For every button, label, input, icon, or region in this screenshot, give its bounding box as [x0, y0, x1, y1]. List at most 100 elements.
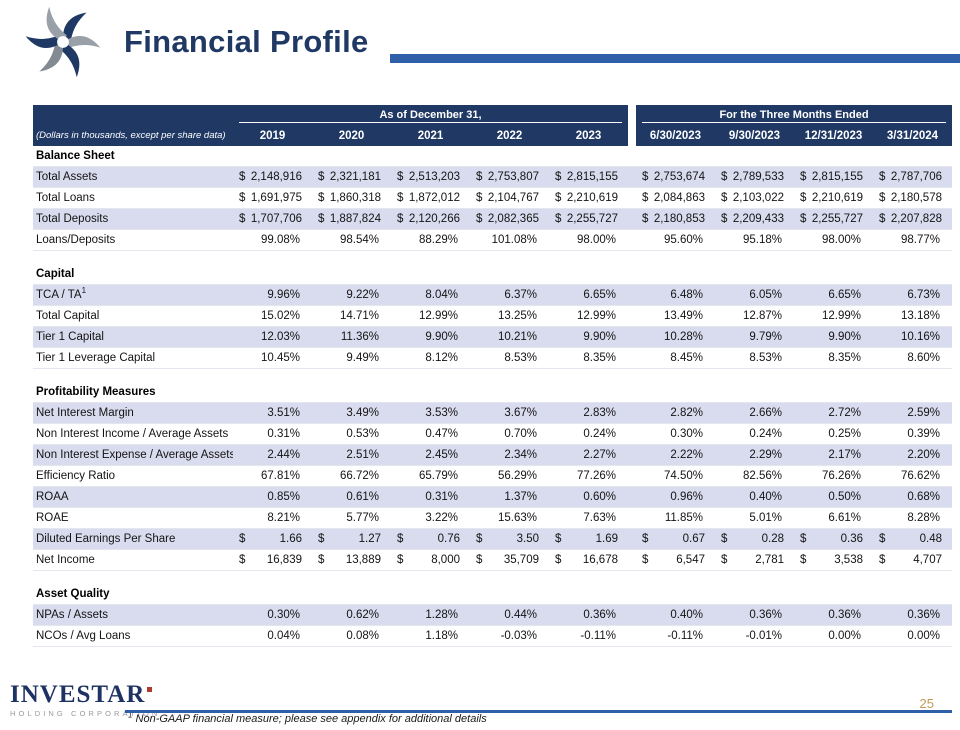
table-row: TCA / TA1 9.96% 9.22% 8.04% 6.37% 6.65% 6.48% 6…: [33, 285, 952, 306]
table-cell: 0.25%: [828, 428, 861, 440]
dollar-sign: $: [476, 192, 483, 204]
table-cell: 6.61%: [828, 512, 861, 524]
dollar-sign: $: [318, 533, 325, 545]
table-cell: 8.60%: [907, 352, 940, 364]
footnote-superscript: 1: [128, 710, 133, 720]
table-row: NPAs / Assets 0.30% 0.62% 1.28% 0.44% 0.36% 0.…: [33, 605, 952, 626]
table-cell: $6,547: [636, 550, 715, 570]
row-label-text: Diluted Earnings Per Share: [36, 533, 176, 545]
table-cell: 67.81%: [260, 470, 300, 482]
table-cell: -0.11%: [580, 630, 616, 642]
column-group-label: For the Three Months Ended: [719, 109, 869, 121]
section-title: Asset Quality: [36, 588, 110, 600]
dollar-sign: $: [721, 213, 728, 225]
dollar-sign: $: [397, 533, 404, 545]
dollar-sign: $: [476, 554, 483, 566]
table-cell: 6.48%: [670, 289, 703, 301]
table-row: Tier 1 Capital 12.03% 11.36% 9.90% 10.21% 9.9…: [33, 327, 952, 348]
column-group-gap: [628, 550, 636, 570]
spacer-row: [33, 251, 952, 264]
cell-value: 1,691,975: [250, 192, 302, 204]
dollar-sign: $: [239, 192, 246, 204]
table-cell: 98.00%: [821, 234, 861, 246]
dollar-sign: $: [879, 554, 886, 566]
cell-value: 2,148,916: [250, 171, 302, 183]
row-label-text: Net Income: [36, 554, 95, 566]
table-cell: 2.66%: [749, 407, 782, 419]
dollar-sign: $: [239, 171, 246, 183]
dollar-sign: $: [239, 213, 246, 225]
table-cell: 3.53%: [425, 407, 458, 419]
section-header-row: Capital: [33, 264, 952, 285]
footnote-text: Non-GAAP financial measure; please see a…: [135, 713, 487, 725]
cell-value: 0.36: [840, 533, 863, 545]
cell-value: 2,789,533: [732, 171, 784, 183]
table-cell: 0.04%: [267, 630, 300, 642]
table-cell: 12.99%: [821, 310, 861, 322]
section-title: Capital: [36, 268, 75, 280]
table-cell: 0.96%: [670, 491, 703, 503]
page-number: 25: [919, 696, 934, 711]
table-cell: 7.63%: [583, 512, 616, 524]
spacer-row: [33, 369, 952, 382]
table-cell: $2,180,853: [636, 209, 715, 229]
column-header: 2019: [233, 126, 312, 146]
table-cell: $2,120,266: [391, 209, 470, 229]
column-group-gap: [628, 126, 636, 146]
table-cell: 56.29%: [497, 470, 537, 482]
table-cell: 2.83%: [583, 407, 616, 419]
column-header: 2022: [470, 126, 549, 146]
table-cell: $2,210,619: [794, 188, 873, 208]
table-cell: 3.67%: [504, 407, 537, 419]
cell-value: 4,707: [913, 554, 942, 566]
row-label-text: ROAA: [36, 491, 69, 503]
table-cell: 98.77%: [900, 234, 940, 246]
table-cell: 1.18%: [425, 630, 458, 642]
cell-value: 2,255,727: [566, 213, 618, 225]
table-cell: $1.69: [549, 529, 628, 549]
table-cell: $0.76: [391, 529, 470, 549]
table-cell: 1.28%: [425, 609, 458, 621]
column-group-gap: [628, 285, 636, 305]
table-cell: 0.24%: [583, 428, 616, 440]
dollar-sign: $: [879, 171, 886, 183]
table-cell: $2,753,807: [470, 167, 549, 187]
table-cell: 12.99%: [418, 310, 458, 322]
table-cell: 9.49%: [346, 352, 379, 364]
cell-value: 2,103,022: [732, 192, 784, 204]
table-cell: 8.28%: [907, 512, 940, 524]
table-cell: 11.36%: [340, 331, 379, 343]
table-cell: 0.00%: [907, 630, 940, 642]
row-label-text: Total Deposits: [36, 213, 109, 225]
table-row: Total Deposits $1,707,706 $1,887,824 $2,120…: [33, 209, 952, 230]
cell-value: 1,887,824: [329, 213, 381, 225]
table-cell: 6.65%: [828, 289, 861, 301]
table-cell: 98.54%: [339, 234, 379, 246]
cell-value: 1,860,318: [329, 192, 381, 204]
dollar-sign: $: [642, 533, 649, 545]
title-accent-bar: [390, 54, 960, 63]
table-row: Efficiency Ratio 67.81% 66.72% 65.79% 56.29%…: [33, 466, 952, 487]
table-cell: 11.85%: [664, 512, 703, 524]
row-label: Total Loans: [33, 188, 233, 208]
table-cell: -0.03%: [500, 630, 537, 642]
table-cell: 13.49%: [663, 310, 703, 322]
table-cell: 0.44%: [504, 609, 537, 621]
table-cell: 12.03%: [260, 331, 300, 343]
column-group-gap: [628, 445, 636, 465]
table-cell: $1,887,824: [312, 209, 391, 229]
table-cell: 0.31%: [267, 428, 300, 440]
dollar-sign: $: [555, 554, 562, 566]
table-cell: $1.66: [233, 529, 312, 549]
table-cell: 82.56%: [742, 470, 782, 482]
footer-logo-wordmark: INVESTAR: [10, 682, 160, 707]
table-cell: 3.51%: [267, 407, 300, 419]
dollar-sign: $: [555, 192, 562, 204]
column-header: 2020: [312, 126, 391, 146]
column-header: 9/30/2023: [715, 126, 794, 146]
row-label-text: TCA / TA: [36, 289, 82, 301]
column-group-gap: [628, 529, 636, 549]
column-group-gap: [628, 188, 636, 208]
table-cell: 13.18%: [900, 310, 940, 322]
table-cell: 10.16%: [900, 331, 940, 343]
